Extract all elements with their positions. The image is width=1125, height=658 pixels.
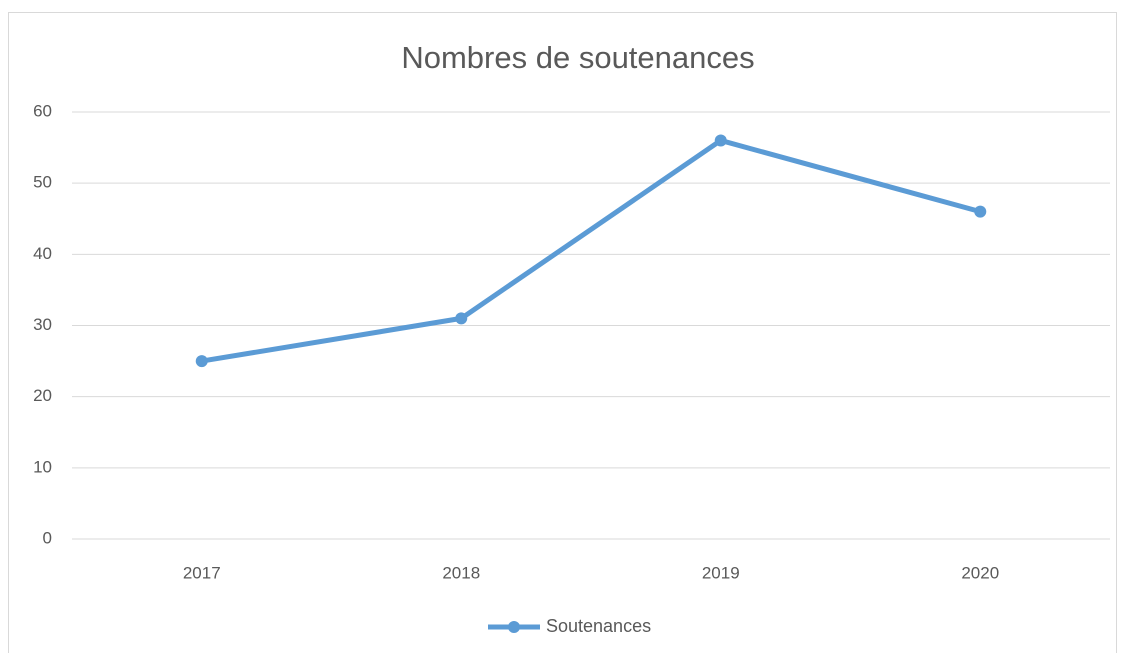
chart-border — [8, 12, 1117, 658]
series-line — [199, 137, 983, 364]
y-tick-label: 60 — [33, 101, 52, 120]
y-tick-label: 0 — [43, 528, 52, 547]
data-point — [974, 205, 987, 218]
x-tick-label: 2018 — [442, 563, 480, 582]
chart-title: Nombres de soutenances — [401, 40, 754, 75]
y-tick-label: 50 — [33, 173, 52, 192]
data-point — [195, 355, 208, 368]
y-tick-label: 40 — [33, 244, 52, 263]
y-tick-label: 30 — [33, 315, 52, 334]
legend-marker — [508, 621, 520, 633]
y-tick-label: 20 — [33, 386, 52, 405]
x-tick-label: 2019 — [702, 563, 740, 582]
y-tick-label: 10 — [33, 457, 52, 476]
x-tick-label: 2017 — [183, 563, 221, 582]
data-point — [455, 312, 468, 325]
data-point — [714, 134, 727, 147]
x-tick-label: 2020 — [961, 563, 999, 582]
legend-label: Soutenances — [546, 616, 651, 636]
